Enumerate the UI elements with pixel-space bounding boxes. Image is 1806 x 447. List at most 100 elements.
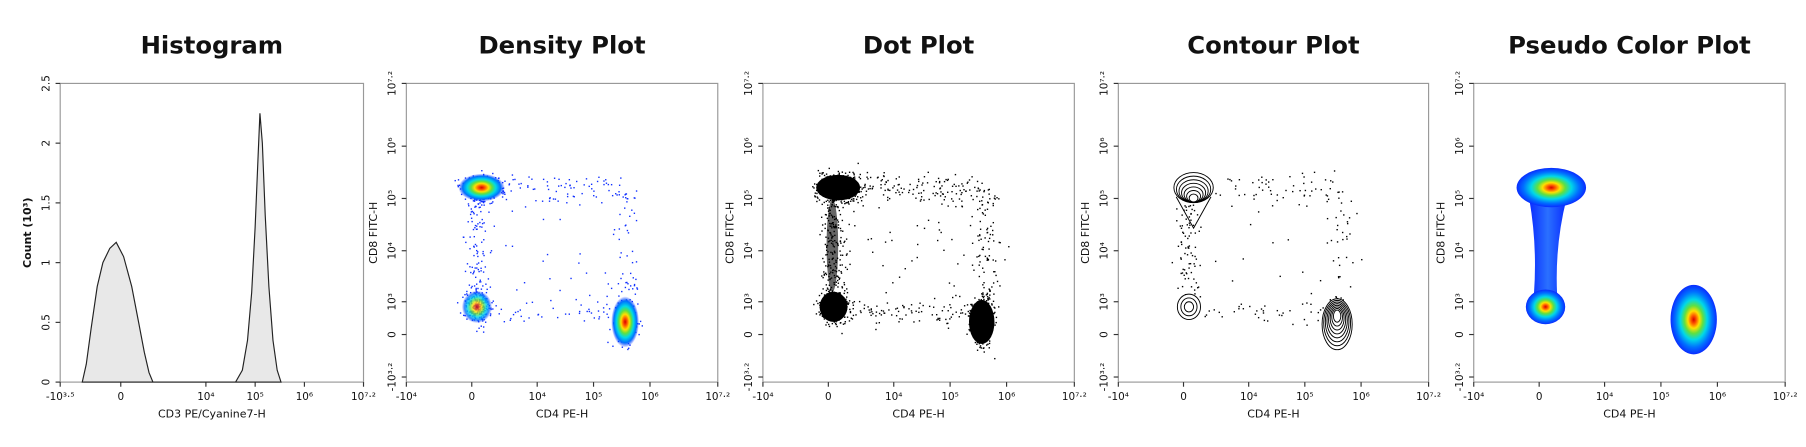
event-dot bbox=[1348, 217, 1351, 219]
event-dot bbox=[839, 277, 841, 279]
event-dot bbox=[1194, 232, 1197, 234]
event-dot bbox=[889, 231, 891, 234]
event-dot bbox=[456, 302, 459, 304]
y-tick-label: 10⁴ bbox=[1098, 242, 1110, 259]
event-dot bbox=[823, 271, 825, 273]
event-dot bbox=[1195, 258, 1198, 260]
event-dot bbox=[475, 245, 478, 247]
event-dot bbox=[980, 347, 983, 349]
event-dot bbox=[885, 181, 887, 183]
event-dot bbox=[469, 236, 471, 238]
y-tick-label: 0.5 bbox=[40, 314, 52, 331]
event-dot bbox=[491, 302, 493, 304]
event-dot bbox=[882, 194, 885, 196]
event-dot bbox=[603, 180, 605, 182]
event-dot bbox=[987, 298, 989, 300]
event-dot bbox=[1336, 241, 1339, 243]
event-dot bbox=[977, 235, 979, 237]
event-dot bbox=[823, 318, 826, 320]
event-dot bbox=[978, 298, 980, 301]
event-dot bbox=[979, 228, 982, 230]
event-dot bbox=[853, 210, 855, 213]
x-tick-label: -10⁴ bbox=[396, 391, 417, 403]
event-dot bbox=[466, 318, 468, 320]
event-dot bbox=[1319, 279, 1322, 282]
y-tick-label: 10⁷·² bbox=[743, 71, 755, 96]
event-dot bbox=[939, 317, 941, 320]
event-dot bbox=[852, 200, 854, 202]
event-dot bbox=[566, 193, 569, 195]
event-dot bbox=[489, 202, 491, 205]
event-dot bbox=[1193, 278, 1195, 280]
event-dot bbox=[843, 292, 845, 295]
event-dot bbox=[904, 268, 906, 270]
event-dot bbox=[872, 185, 874, 188]
event-dot bbox=[998, 241, 1000, 244]
event-dot bbox=[1186, 272, 1188, 275]
event-dot bbox=[994, 195, 996, 197]
event-dot bbox=[993, 293, 995, 295]
event-dot bbox=[598, 316, 601, 318]
event-dot bbox=[880, 184, 882, 186]
event-dot bbox=[477, 287, 479, 290]
plot-frame bbox=[762, 82, 1075, 383]
y-tick-label: 10³ bbox=[386, 293, 398, 310]
event-dot bbox=[922, 182, 924, 184]
event-dot bbox=[469, 213, 472, 216]
event-dot bbox=[898, 191, 900, 193]
event-dot bbox=[979, 200, 981, 203]
event-dot bbox=[1336, 224, 1339, 227]
event-dot bbox=[1292, 185, 1295, 187]
event-dot bbox=[950, 306, 952, 309]
event-dot bbox=[968, 328, 970, 331]
event-dot bbox=[583, 184, 585, 186]
event-dot bbox=[955, 294, 957, 297]
event-dot bbox=[970, 303, 972, 306]
event-dot bbox=[628, 347, 630, 349]
event-dot bbox=[908, 308, 910, 310]
chart-title: Pseudo Color Plot bbox=[1508, 30, 1751, 59]
event-dot bbox=[488, 211, 490, 213]
event-dot bbox=[961, 191, 963, 194]
event-dot bbox=[627, 283, 629, 285]
event-dot bbox=[1233, 311, 1236, 313]
event-dot bbox=[1349, 286, 1352, 288]
event-dot bbox=[1213, 309, 1215, 311]
event-dot bbox=[981, 203, 984, 206]
event-dot bbox=[848, 223, 850, 226]
event-dot bbox=[484, 321, 487, 323]
event-dot bbox=[1243, 193, 1246, 196]
event-dot bbox=[1326, 242, 1329, 244]
event-dot bbox=[1190, 286, 1193, 288]
event-dot bbox=[814, 196, 816, 198]
event-dot bbox=[819, 172, 821, 175]
event-dot bbox=[548, 200, 551, 202]
event-dot bbox=[941, 310, 944, 312]
event-dot bbox=[982, 293, 984, 296]
population bbox=[1331, 308, 1343, 327]
event-dot bbox=[478, 270, 480, 273]
event-dot bbox=[477, 223, 479, 225]
event-dot bbox=[1262, 312, 1265, 314]
event-dot bbox=[575, 298, 577, 301]
event-dot bbox=[978, 342, 980, 345]
event-dot bbox=[1242, 258, 1244, 260]
event-dot bbox=[827, 290, 830, 293]
event-dot bbox=[474, 224, 477, 227]
event-dot bbox=[896, 189, 899, 191]
event-dot bbox=[939, 195, 942, 197]
event-dot bbox=[979, 254, 981, 257]
event-dot bbox=[953, 285, 955, 287]
event-dot bbox=[982, 213, 985, 215]
event-dot bbox=[1338, 264, 1341, 267]
event-dot bbox=[816, 183, 818, 186]
event-dot bbox=[987, 299, 989, 301]
event-dot bbox=[826, 217, 829, 220]
event-dot bbox=[875, 311, 878, 313]
event-dot bbox=[566, 195, 569, 198]
event-dot bbox=[823, 201, 825, 204]
event-dot bbox=[848, 171, 851, 173]
event-dot bbox=[1193, 209, 1196, 212]
event-dot bbox=[991, 286, 993, 288]
event-dot bbox=[845, 202, 847, 204]
